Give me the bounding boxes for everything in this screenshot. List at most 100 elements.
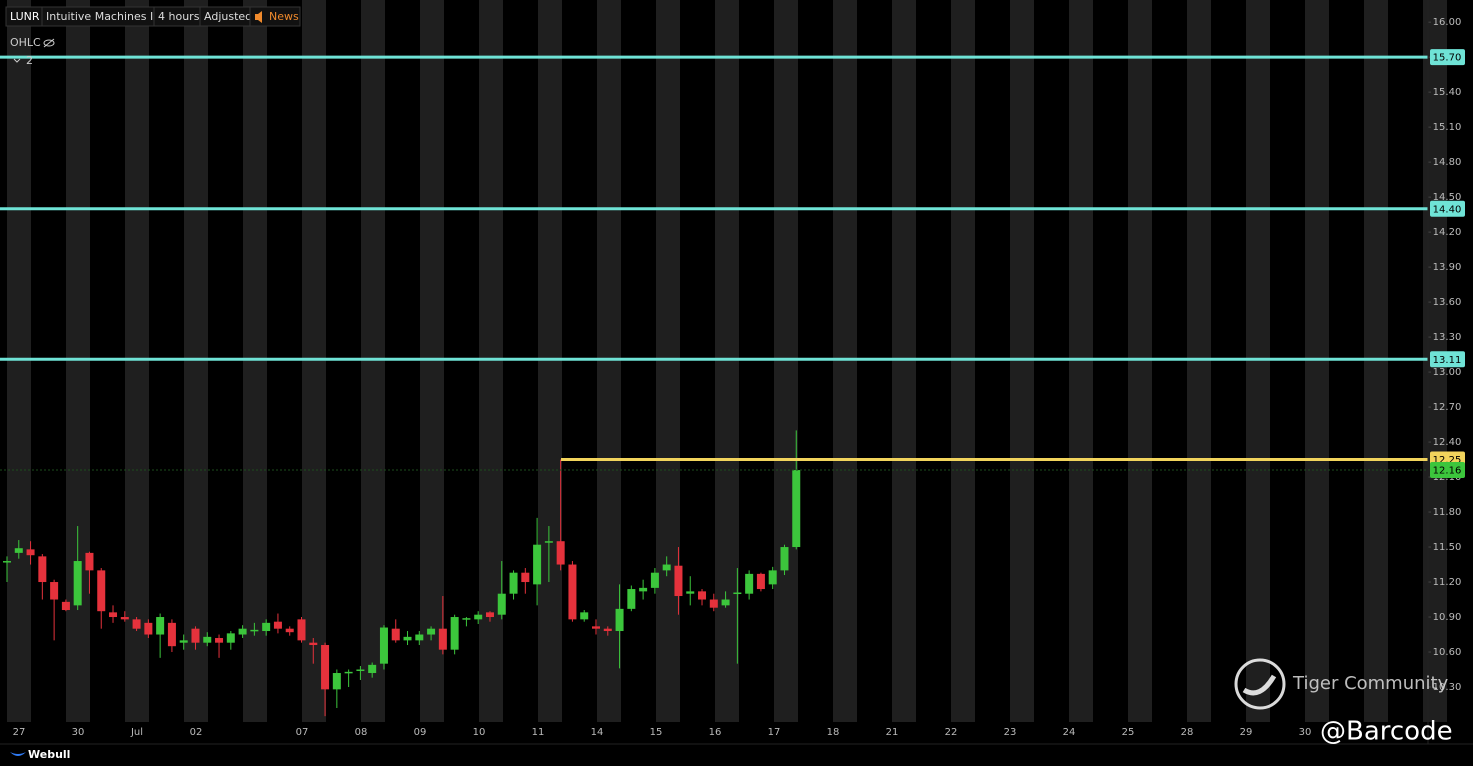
y-tick-label: 13.30 xyxy=(1433,332,1462,343)
candle-body xyxy=(674,565,683,597)
candle-body xyxy=(120,617,129,620)
candle-body xyxy=(556,541,565,565)
indicator[interactable]: OHLC xyxy=(10,36,41,49)
candle-body xyxy=(509,572,518,594)
candle-body xyxy=(250,629,259,632)
candle-body xyxy=(321,645,330,690)
candle-body xyxy=(733,592,742,595)
candle-body xyxy=(391,628,400,641)
candle-body xyxy=(721,599,730,606)
level-label: 14.40 xyxy=(1433,204,1462,215)
day-band xyxy=(892,0,916,722)
level-label: 12.25 xyxy=(1433,455,1462,466)
x-tick-label: 14 xyxy=(591,727,604,738)
candle-body xyxy=(226,633,235,643)
symbol: LUNR xyxy=(10,10,40,23)
collapse-icon[interactable] xyxy=(13,58,21,63)
candle-body xyxy=(627,589,636,609)
y-tick-label: 10.90 xyxy=(1433,612,1462,623)
x-tick-label: 27 xyxy=(13,727,26,738)
adjustment[interactable]: Adjusted xyxy=(204,10,252,23)
level-label-box xyxy=(1430,462,1465,479)
candle-body xyxy=(580,612,589,620)
news-icon xyxy=(255,11,262,23)
plot xyxy=(0,55,1428,717)
candle-body xyxy=(474,614,483,620)
candle-body xyxy=(544,541,553,543)
day-band xyxy=(951,0,975,722)
candle-body xyxy=(568,564,577,620)
y-tick-label: 10.30 xyxy=(1433,682,1462,693)
x-tick-label: 30 xyxy=(72,727,85,738)
candle-body xyxy=(50,582,59,600)
candle-body xyxy=(521,572,530,583)
candle-body xyxy=(650,572,659,588)
candle-body xyxy=(285,628,294,633)
credit: @Barcode xyxy=(1320,717,1453,747)
candle-body xyxy=(686,591,695,594)
candle-body xyxy=(344,671,353,674)
level-label-box xyxy=(1430,49,1465,66)
x-tick-label: 17 xyxy=(768,727,781,738)
watermark-logo-mark xyxy=(1242,674,1277,696)
candle-body xyxy=(438,628,447,650)
candle-body xyxy=(156,617,165,635)
candle-body xyxy=(332,673,341,690)
candle-body xyxy=(768,570,777,585)
news[interactable]: News xyxy=(269,10,299,23)
x-tick-label: 09 xyxy=(414,727,427,738)
y-tick-label: 16.00 xyxy=(1433,17,1462,28)
candle-body xyxy=(533,544,542,585)
y-tick-label: 11.20 xyxy=(1433,577,1462,588)
candle-body xyxy=(3,561,11,563)
candle-body xyxy=(603,628,612,632)
x-tick-label: 24 xyxy=(1063,727,1076,738)
candle-body xyxy=(403,636,412,641)
day-band xyxy=(243,0,267,722)
day-band xyxy=(125,0,149,722)
interval[interactable]: 4 hours xyxy=(158,10,200,23)
y-tick-label: 15.40 xyxy=(1433,87,1462,98)
candle-body xyxy=(709,599,718,608)
x-tick-label: 07 xyxy=(296,727,309,738)
brand-logo xyxy=(10,752,26,756)
day-band xyxy=(184,0,208,722)
level-label: 15.70 xyxy=(1433,53,1462,64)
level-label: 13.11 xyxy=(1433,355,1462,366)
candle-body xyxy=(698,591,707,600)
candle-body xyxy=(203,636,212,643)
y-tick-label: 10.60 xyxy=(1433,647,1462,658)
candle-body xyxy=(450,617,459,650)
y-tick-label: 11.80 xyxy=(1433,507,1462,518)
y-tick-label: 11.50 xyxy=(1433,542,1462,553)
hide-icon[interactable] xyxy=(43,38,55,48)
y-tick-label: 14.80 xyxy=(1433,157,1462,168)
candle-body xyxy=(497,593,506,615)
candle-body xyxy=(191,628,200,643)
watermark-logo xyxy=(1234,658,1286,710)
candle-body xyxy=(85,552,94,571)
candle-body xyxy=(368,664,377,674)
candle-body xyxy=(379,627,388,664)
day-band xyxy=(1069,0,1093,722)
candle-body xyxy=(179,640,188,643)
level-label-box xyxy=(1430,200,1465,217)
day-band xyxy=(7,0,31,722)
candle-body xyxy=(415,634,424,641)
day-band xyxy=(538,0,562,722)
x-tick-label: 28 xyxy=(1181,727,1194,738)
day-band xyxy=(774,0,798,722)
watermark: Tiger Community xyxy=(1234,658,1449,710)
news-box[interactable] xyxy=(249,6,301,27)
x-tick-label: 30 xyxy=(1299,727,1312,738)
y-tick-label: 15.10 xyxy=(1433,122,1462,133)
candle-body xyxy=(780,547,789,571)
y-tick-label: 13.00 xyxy=(1433,367,1462,378)
candle-body xyxy=(485,612,494,618)
watermark-text: Tiger Community xyxy=(1292,673,1449,694)
candle-body xyxy=(745,573,754,594)
candle-body xyxy=(167,622,176,647)
x-tick-label: 22 xyxy=(945,727,958,738)
